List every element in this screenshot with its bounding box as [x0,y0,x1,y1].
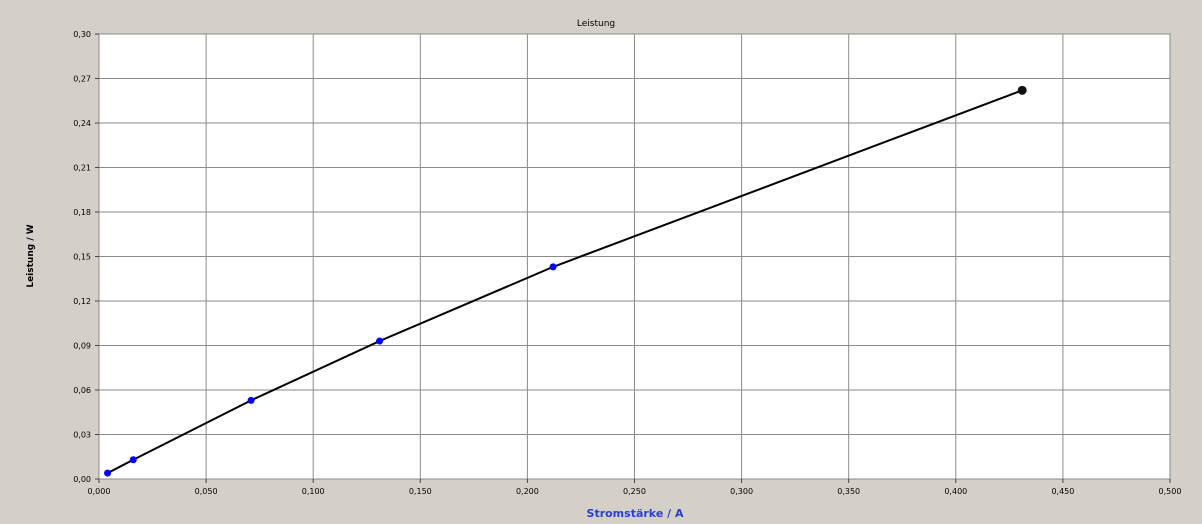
y-tick-label: 0,12 [73,297,91,306]
y-tick-label: 0,21 [73,164,91,173]
y-axis-label: Leistung / W [26,224,36,287]
y-tick-label: 0,27 [73,75,91,84]
chart-title: Leistung [577,19,615,29]
series-line [107,89,1023,474]
data-point [376,337,384,345]
y-tick-label: 0,24 [73,119,91,128]
x-axis-label: Stromstärke / A [587,507,684,520]
grid-layer [98,33,1171,480]
x-tick-label: 0,250 [623,487,646,496]
tick-layer: 0,000 0,050 0,100 0,150 0,200 0,250 0,300 0,350… [73,30,1181,496]
data-point [247,396,255,404]
y-tick-label: 0,00 [73,475,91,484]
y-tick-label: 0,06 [73,386,91,395]
y-tick-label: 0,30 [73,30,91,39]
x-tick-label: 0,100 [302,487,325,496]
series-layer [104,85,1027,477]
data-point-highlight [1017,85,1027,95]
y-tick-label: 0,03 [73,431,91,440]
y-tick-label: 0,15 [73,253,91,262]
x-tick-label: 0,300 [730,487,753,496]
x-tick-label: 0,050 [195,487,218,496]
x-tick-label: 0,350 [837,487,860,496]
x-tick-label: 0,450 [1051,487,1074,496]
x-tick-label: 0,000 [88,487,111,496]
x-tick-label: 0,150 [409,487,432,496]
x-tick-label: 0,200 [516,487,539,496]
data-point [129,456,137,464]
y-tick-label: 0,09 [73,342,91,351]
x-tick-label: 0,400 [944,487,967,496]
x-tick-label: 0,500 [1159,487,1182,496]
data-point [104,469,112,477]
y-tick-label: 0,18 [73,208,91,217]
data-point [549,263,557,271]
